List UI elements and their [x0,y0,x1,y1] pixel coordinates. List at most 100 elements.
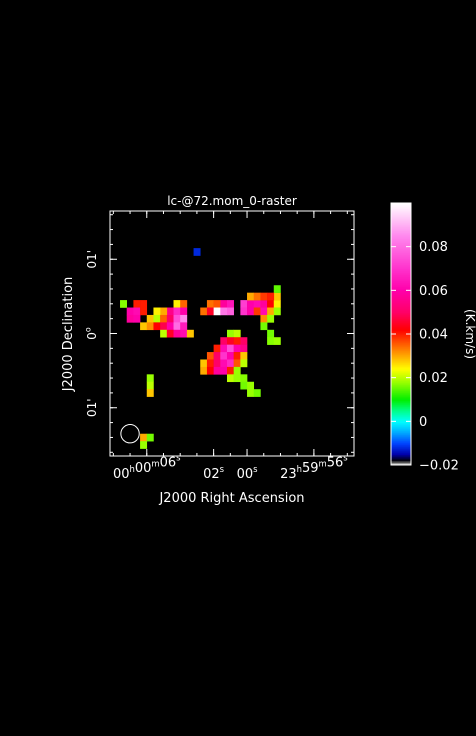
raster-pixel [226,300,234,308]
raster-pixel [200,307,208,316]
raster-pixel [153,314,161,323]
raster-pixel [260,322,268,331]
raster-pixel [180,322,188,331]
raster-pixel [160,322,168,331]
raster-pixel [173,307,181,316]
raster-pixel [173,322,181,331]
raster-pixel [220,300,228,308]
raster-pixel [226,307,234,316]
raster-pixel [200,366,208,375]
raster-pixel [213,359,221,368]
raster-pixel [146,322,154,331]
raster-pixel [213,344,221,353]
raster-pixel [267,300,275,308]
raster-pixel [233,352,241,360]
raster-pixel [213,300,221,308]
beam-layer [120,424,140,444]
raster-pixel [160,329,168,338]
raster-pixel [160,314,168,323]
raster-pixel [126,314,134,323]
raster-pixel [140,307,148,316]
raster-pixel [153,307,161,316]
y-tick-label: 0o [84,327,99,340]
raster-pixel [273,300,281,308]
raster-pixel [166,314,174,323]
raster-pixel [220,337,228,345]
raster-pixel [193,248,201,256]
beam-ellipse [120,424,140,444]
raster-pixel [220,366,228,375]
raster-pixel [133,307,141,316]
raster-pixel [247,300,255,308]
raster-pixel [247,307,255,316]
raster-pixel [240,300,248,308]
raster-pixel [267,337,275,345]
raster-pixel [206,307,214,316]
raster-pixel [140,433,148,442]
raster-pixel [166,322,174,331]
raster-pixel [220,359,228,368]
raster-pixel [166,329,174,338]
colorbar-tick-label: 0.02 [419,371,448,386]
y-axis-ticks: 01' 0o 01' [84,214,354,453]
raster-pixel [253,292,261,301]
raster-pixel [240,307,248,316]
raster-pixel [146,389,154,397]
raster-pixel [253,307,261,316]
raster-pixel [220,307,228,316]
raster-pixel [173,314,181,323]
raster-pixel [180,329,188,338]
x-tick-label: 02s [203,464,224,482]
raster-pixel [247,381,255,390]
raster-pixel [140,300,148,308]
raster-pixel [186,329,194,338]
raster-pixel [233,374,241,383]
colorbar-label: (K.km/s) [463,309,476,359]
raster-pixels [120,248,281,449]
raster-pixel [267,307,275,316]
colorbar-tick-label: −0.02 [419,459,459,474]
raster-pixel [233,329,241,338]
raster-pixel [226,344,234,353]
raster-pixel [160,307,168,316]
raster-pixel [226,329,234,338]
y-axis-label: J2000 Declination [61,277,76,393]
raster-pixel [146,433,154,442]
raster-pixel [166,307,174,316]
colorbar-tick-label: 0.04 [419,328,448,343]
raster-pixel [200,359,208,368]
raster-pixel [213,352,221,360]
raster-pixel [226,337,234,345]
x-tick-label: 23h59m56s [280,452,348,482]
raster-pixel [267,314,275,323]
raster-pixel [240,352,248,360]
raster-pixel [213,366,221,375]
raster-pixel [240,381,248,390]
colorbar-tick-label: 0.06 [419,284,448,299]
raster-pixel [180,307,188,316]
x-tick-label: 00s [237,464,258,482]
raster-pixel [180,300,188,308]
y-tick-label: 01' [85,398,99,417]
colorbar-tick-label: 0.08 [419,240,448,255]
raster-pixel [247,389,255,397]
raster-pixel [226,359,234,368]
raster-pixel [273,337,281,345]
raster-pixel [133,300,141,308]
raster-pixel [206,359,214,368]
raster-pixel [173,300,181,308]
x-axis-label: J2000 Right Ascension [158,491,304,506]
raster-pixel [146,314,154,323]
y-tick-label: 01' [85,250,99,269]
raster-pixel [146,381,154,390]
colorbar: 0.08 0.06 0.04 0.02 0 −0.02 [390,202,459,474]
raster-pixel [260,300,268,308]
raster-pixel [247,292,255,301]
raster-pixel [273,285,281,293]
raster-pixel [260,307,268,316]
raster-pixel [140,322,148,331]
raster-pixel [153,322,161,331]
raster-pixel [206,352,214,360]
raster-pixel [140,441,148,449]
